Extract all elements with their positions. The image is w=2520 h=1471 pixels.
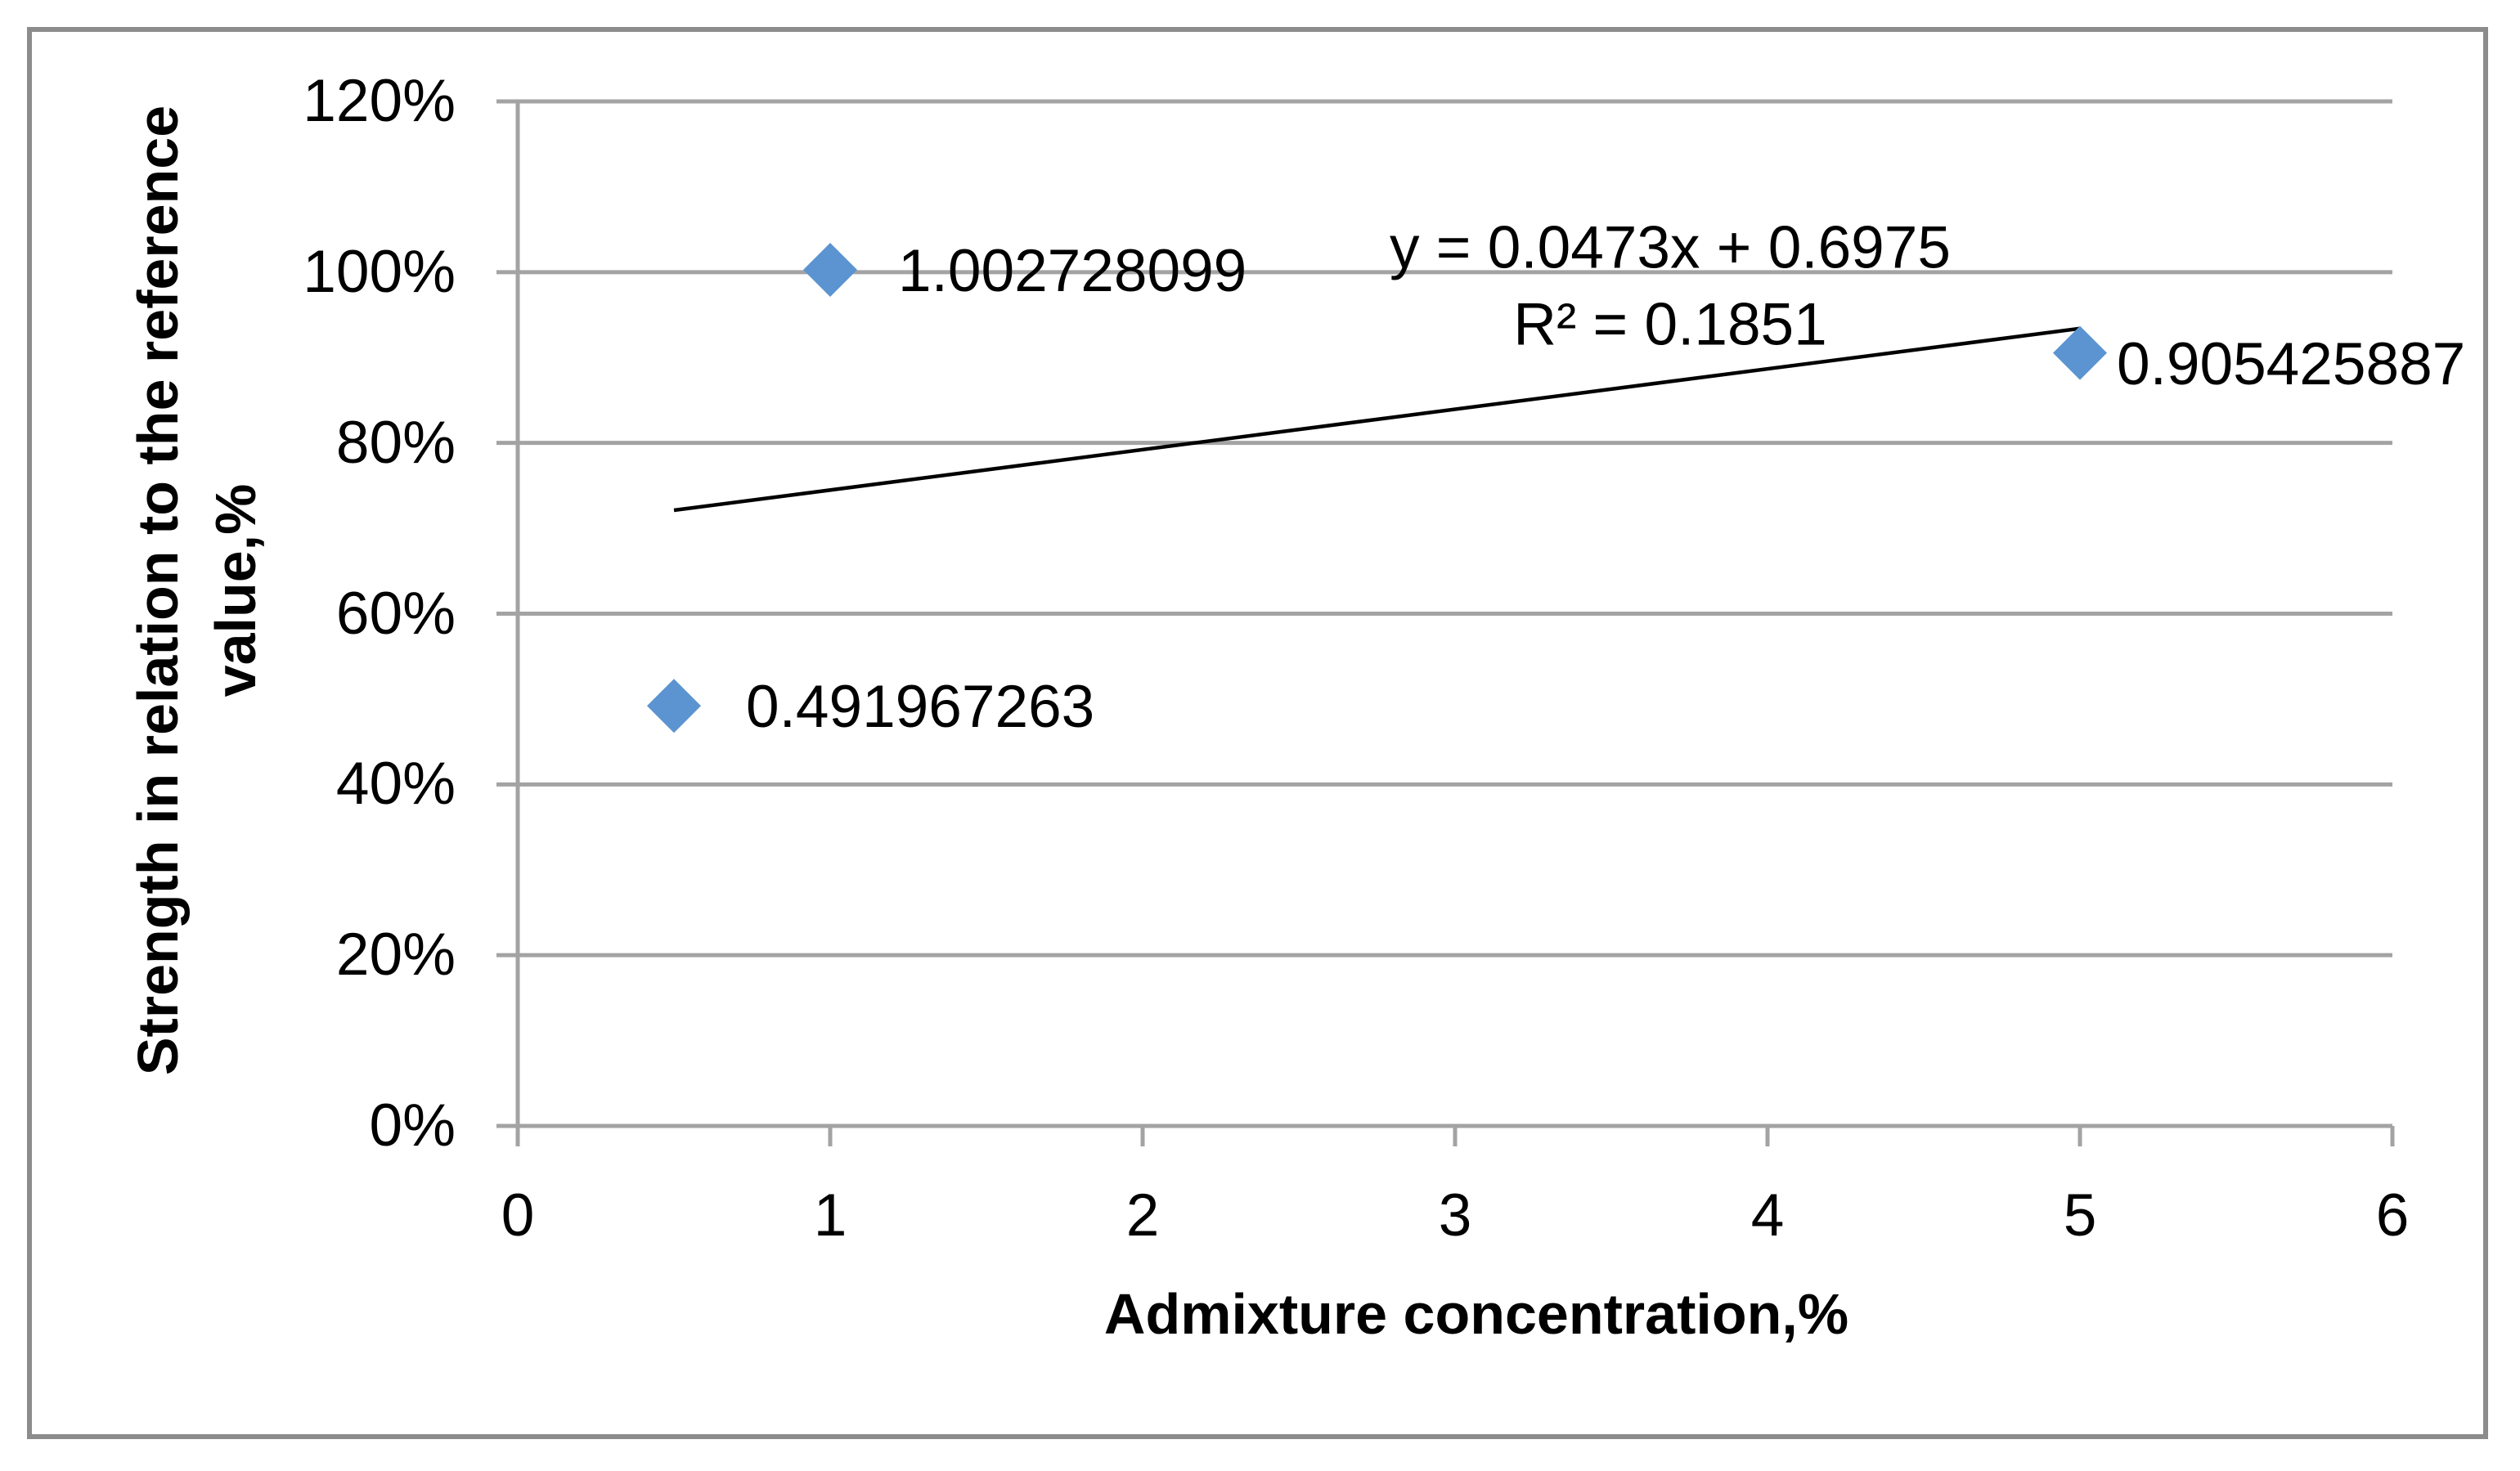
y-tick-label-40%: 40% [335, 751, 456, 818]
x-tick-label-4: 4 [1750, 1182, 1785, 1249]
data-point-label: 0.491967263 [746, 674, 1095, 741]
y-tick-label-20%: 20% [335, 922, 456, 989]
trendline-r-squared: R² = 0.1851 [1513, 291, 1827, 358]
trendline [673, 326, 2081, 513]
x-tick-label-2: 2 [1125, 1182, 1160, 1249]
data-point-diamond-marker [647, 679, 701, 733]
y-tick-label-100%: 100% [303, 238, 456, 305]
x-tick-label-6: 6 [2375, 1182, 2410, 1249]
x-tick-label-0: 0 [501, 1182, 535, 1249]
x-tick-label-1: 1 [813, 1182, 847, 1249]
y-tick-label-120%: 120% [303, 68, 456, 134]
x-tick-label-3: 3 [1438, 1182, 1472, 1249]
x-axis-title: Admixture concentration,% [1103, 1282, 1849, 1346]
data-point-diamond-marker [2053, 325, 2107, 380]
data-point-label: 0.905425887 [2117, 330, 2466, 397]
trendline-equation: y = 0.0473x + 0.6975 [1390, 214, 1951, 281]
y-tick-label-80%: 80% [335, 409, 456, 476]
x-tick-label-5: 5 [2063, 1182, 2097, 1249]
data-point-diamond-marker [803, 242, 857, 297]
y-tick-label-60%: 60% [335, 580, 456, 647]
data-point-label: 1.002728099 [898, 237, 1247, 304]
chart-border [27, 27, 2488, 1439]
y-tick-label-0%: 0% [369, 1092, 456, 1159]
